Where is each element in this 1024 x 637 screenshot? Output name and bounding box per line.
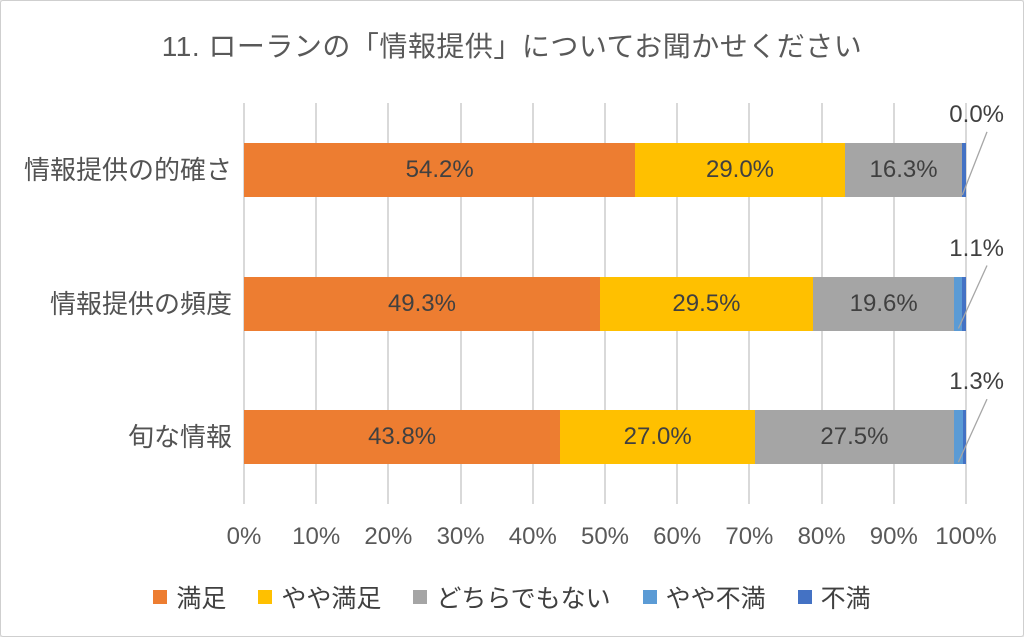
bar-segment [954,276,963,331]
legend: 満足 やや満足 どちらでもない やや不満 不満 [1,579,1023,615]
legend-label: やや不満 [665,585,766,613]
bar-segment [962,276,966,331]
legend-item: どちらでもない [413,579,611,615]
legend-label: やや満足 [281,585,382,613]
bar-segment [963,410,966,465]
bar-segment [244,410,561,465]
x-tick-label: 0% [226,523,262,550]
x-tick-label: 80% [797,523,846,550]
x-tick-label: 90% [869,523,918,550]
bar-segment [560,410,756,465]
legend-swatch [642,590,657,604]
bar-segment [635,142,845,197]
category-label: 情報提供の頻度 [49,288,232,319]
callout-label: 1.1% [949,234,1004,262]
legend-label: 満足 [176,585,227,613]
legend-label: 不満 [820,585,871,613]
legend-item: 不満 [797,579,871,615]
bar-segment [599,276,813,331]
x-tick-label: 30% [436,523,485,550]
legend-swatch [153,590,168,604]
bar-segment [953,410,964,465]
legend-item: やや満足 [258,579,381,615]
x-tick-label: 100% [935,523,997,550]
x-tick-label: 60% [653,523,702,550]
legend-label: どちらでもない [436,585,611,613]
bar-segment [812,276,955,331]
x-tick-label: 20% [364,523,413,550]
bar-segment [844,142,963,197]
category-label: 旬な情報 [127,422,232,453]
bar-segment [244,142,636,197]
x-tick-label: 10% [292,523,341,550]
callout-label: 1.3% [949,368,1004,396]
legend-swatch [413,590,428,604]
x-tick-label: 40% [508,523,557,550]
callout-label: 0.0% [949,100,1004,128]
legend-item: やや不満 [642,579,766,615]
legend-swatch [797,590,812,604]
bar-segment [755,410,954,465]
bar-segment [244,276,600,331]
x-tick-label: 70% [725,523,774,550]
legend-item: 満足 [153,579,226,615]
category-label: 情報提供の的確さ [23,154,232,185]
legend-swatch [258,590,273,604]
chart-title: 11. ローランの「情報提供」についてお聞かせください [161,31,863,62]
bar-segment [962,142,966,197]
x-tick-label: 50% [580,523,630,550]
